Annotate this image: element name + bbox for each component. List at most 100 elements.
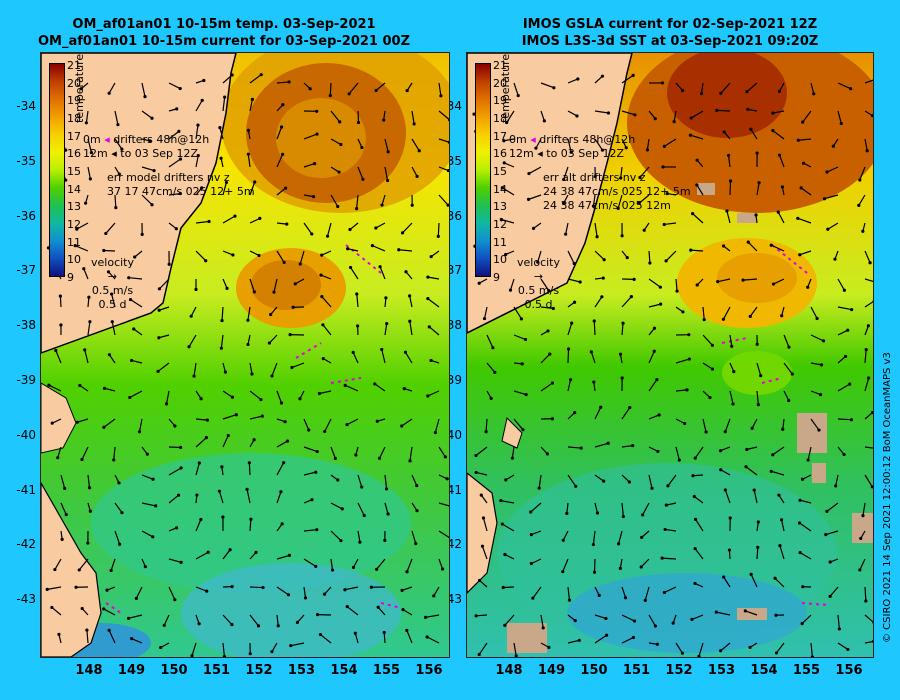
current-vector — [783, 334, 790, 348]
current-vector-head — [781, 427, 785, 431]
current-vector — [195, 250, 207, 262]
current-vector-head — [589, 350, 593, 354]
current-vector — [502, 187, 515, 196]
current-vector — [374, 383, 386, 392]
current-vector-head — [433, 430, 437, 435]
current-vector — [81, 446, 89, 460]
current-vector — [864, 474, 873, 488]
current-vector — [720, 82, 731, 94]
current-vector — [294, 278, 305, 285]
latitude-tick-m42: -42 — [16, 537, 36, 552]
current-vector-head — [777, 89, 782, 93]
current-vector-head — [370, 244, 374, 248]
current-vector-head — [601, 276, 605, 280]
current-vector — [398, 249, 413, 252]
current-vector — [646, 138, 650, 150]
drifter-arrow-icon: ◂ — [111, 147, 117, 160]
velocity-key-arrow-icon: → — [533, 270, 544, 283]
current-vector-head — [290, 365, 294, 370]
current-vector-head — [660, 556, 664, 560]
current-vector-head — [56, 456, 60, 460]
current-vector-head — [140, 232, 144, 236]
current-vector-head — [330, 568, 335, 572]
current-vector-head — [253, 180, 257, 184]
current-vector — [537, 250, 542, 263]
current-vector — [594, 406, 602, 420]
current-vector — [384, 502, 389, 515]
latitude-tick-m35: -35 — [16, 153, 36, 168]
drifter-marker-icon: ◂ — [530, 133, 536, 146]
current-vector — [222, 215, 236, 224]
current-vector — [438, 502, 449, 507]
current-vector — [168, 467, 182, 476]
current-vector-head — [499, 499, 503, 503]
current-vector — [51, 606, 62, 616]
current-vector-head — [480, 544, 485, 548]
current-vector — [346, 418, 359, 426]
current-vector — [131, 359, 143, 364]
current-vector-head — [861, 229, 865, 233]
current-vector-head — [173, 598, 177, 602]
current-vector-head — [405, 570, 409, 574]
current-vector-head — [279, 125, 284, 129]
current-vector-head — [150, 203, 154, 207]
current-vector — [621, 636, 634, 644]
current-vector-head — [817, 428, 821, 432]
current-vector-head — [592, 319, 596, 323]
current-vector-head — [699, 91, 704, 96]
current-vector-head — [565, 511, 569, 515]
current-vector — [717, 278, 731, 283]
current-vector — [381, 349, 386, 364]
current-vector-head — [190, 654, 194, 657]
current-vector — [799, 499, 812, 504]
current-vector-head — [261, 585, 265, 590]
current-vector — [716, 611, 731, 616]
current-vector — [249, 586, 264, 589]
current-vector — [567, 349, 570, 364]
current-vector-head — [680, 651, 685, 655]
current-vector-head — [410, 203, 414, 207]
current-vector — [562, 558, 569, 572]
current-vector-head — [693, 456, 697, 460]
current-vector — [87, 166, 91, 179]
current-vector-head — [257, 253, 261, 258]
current-vector — [344, 586, 359, 591]
current-vector-head — [777, 493, 781, 497]
current-vector — [531, 558, 542, 565]
current-vector — [749, 306, 758, 317]
current-vector-head — [285, 439, 290, 443]
current-vector-head — [57, 632, 61, 636]
current-vector-head — [230, 395, 235, 399]
current-vector — [750, 128, 758, 140]
current-vector — [594, 250, 605, 261]
current-vector — [141, 110, 153, 119]
current-vector — [108, 630, 116, 644]
current-vector — [352, 352, 359, 364]
current-vector — [567, 138, 572, 153]
current-vector-head — [288, 333, 292, 337]
current-vector — [722, 306, 731, 320]
current-vector — [675, 278, 678, 292]
current-vector — [276, 187, 286, 196]
current-vector-head — [666, 484, 670, 488]
current-vector — [528, 194, 542, 200]
current-vector — [566, 502, 569, 514]
current-vector-head — [375, 567, 379, 571]
current-vector — [356, 293, 359, 308]
current-vector-head — [356, 120, 361, 125]
current-vector — [480, 494, 488, 504]
current-vector-head — [50, 421, 54, 425]
current-vector-head — [80, 457, 84, 462]
current-vector-head — [848, 382, 852, 386]
current-vector-head — [200, 186, 204, 190]
current-vector — [60, 474, 66, 489]
current-vector-head — [197, 461, 201, 465]
current-vector-head — [725, 209, 729, 213]
colorbar-label-10: 10 — [493, 253, 507, 267]
current-vector-head — [867, 376, 871, 380]
current-vector-head — [641, 513, 645, 517]
velocity-key: velocity → 0.5 m/s 0.5 d — [91, 256, 134, 312]
current-vector — [249, 181, 256, 196]
current-vector-head — [527, 171, 531, 176]
current-vector-head — [385, 178, 390, 183]
